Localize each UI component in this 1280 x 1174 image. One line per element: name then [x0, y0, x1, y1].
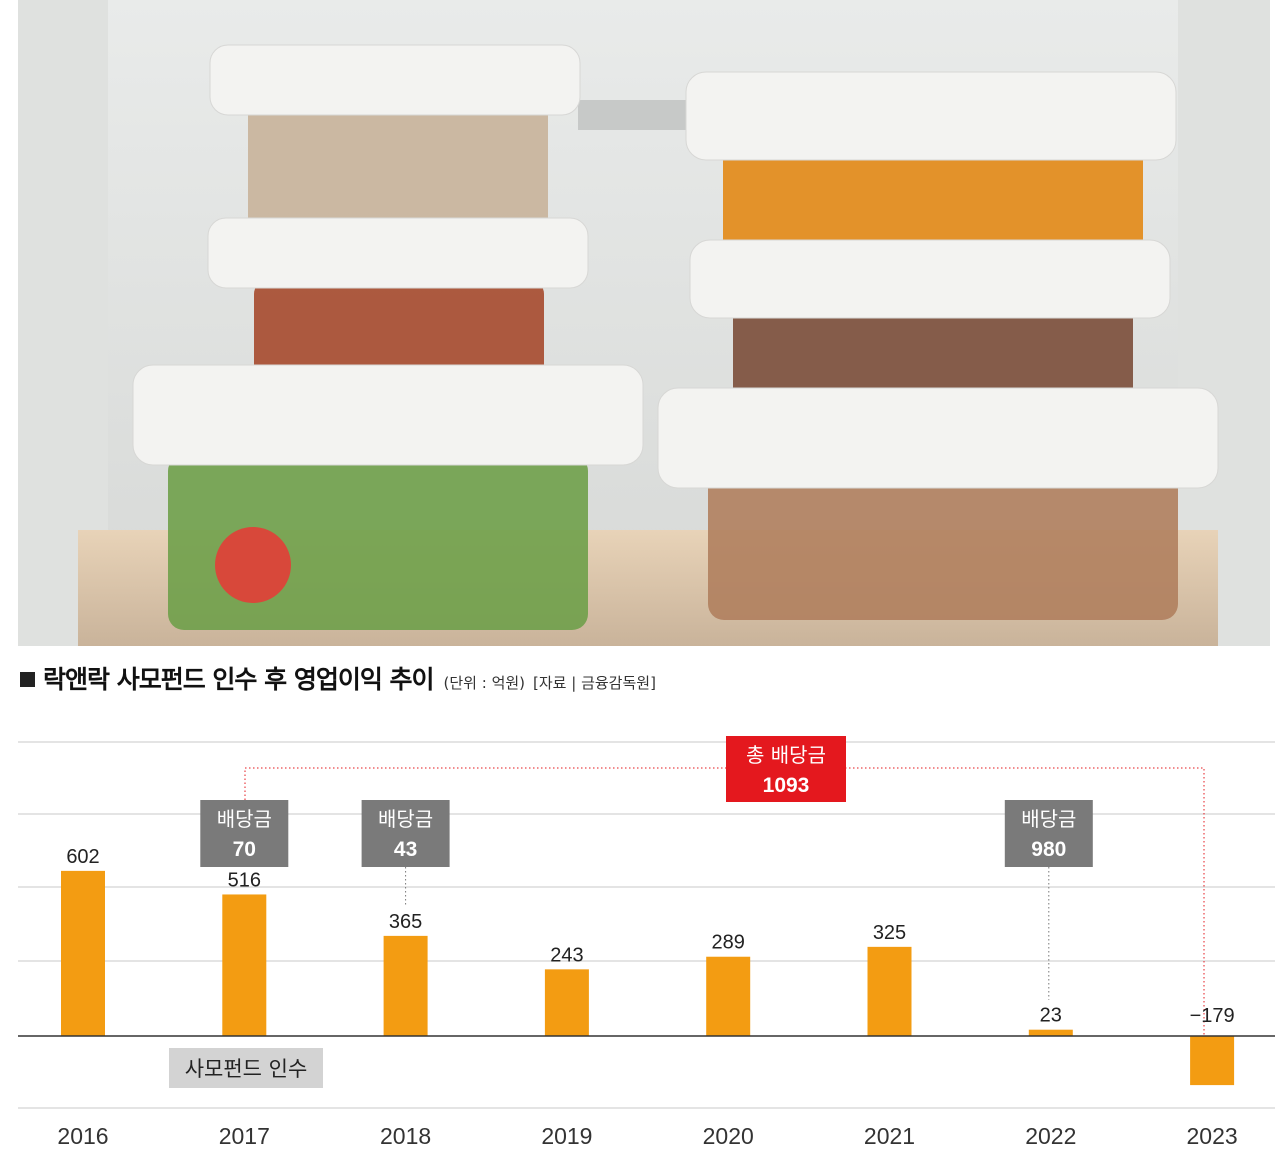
acquisition-box: [169, 1048, 323, 1088]
dividend-box-2017: [200, 800, 289, 867]
food-containers-photo: [18, 0, 1270, 646]
total-dividend-label: 총 배당금: [746, 743, 826, 767]
x-tick-2023: 2023: [1187, 1123, 1238, 1149]
total-dividend-value: 1093: [763, 774, 810, 797]
value-label-2017: 516: [228, 869, 261, 891]
dividend-label-2018: 배당금: [378, 807, 433, 831]
dividend-value-2022: 980: [1031, 838, 1066, 861]
source-label: [자료 | 금융감독원]: [533, 674, 656, 692]
total-dividend-box: [726, 736, 846, 802]
bullet-square-icon: [20, 672, 35, 687]
value-label-2021: 325: [873, 922, 906, 944]
chart-title: 락앤락 사모펀드 인수 후 영업이익 추이: [43, 665, 435, 694]
value-label-2018: 365: [389, 911, 422, 933]
bar-2022: [1028, 1029, 1073, 1036]
total-dividend-bracket: [244, 767, 1205, 1038]
bar-2019: [544, 969, 589, 1036]
value-label-2016: 602: [66, 846, 99, 868]
unit-label: (단위 : 억원): [443, 674, 526, 692]
dividend-box-2018: [361, 800, 450, 867]
value-label-2019: 243: [550, 944, 583, 966]
bar-2023: [1190, 1036, 1235, 1086]
x-tick-2017: 2017: [219, 1123, 270, 1149]
x-tick-2018: 2018: [380, 1123, 431, 1149]
bar-2021: [867, 946, 912, 1036]
dividend-value-2018: 43: [394, 838, 417, 861]
x-tick-2019: 2019: [541, 1123, 592, 1149]
value-label-2020: 289: [712, 932, 745, 954]
acquisition-label: 사모펀드 인수: [185, 1057, 308, 1081]
value-label-2023: −179: [1190, 1005, 1235, 1027]
bar-2016: [61, 870, 105, 1036]
bar-2017: [222, 894, 267, 1036]
operating-profit-chart: 602 2016 516 2017 365 2018 243 2019 289 2020 325 20…: [18, 736, 1275, 1149]
x-tick-2022: 2022: [1025, 1123, 1076, 1149]
dividend-label-2022: 배당금: [1021, 807, 1076, 831]
value-label-2022: 23: [1040, 1005, 1062, 1027]
dividend-box-2022: [1004, 800, 1093, 867]
bar-2020: [706, 956, 751, 1036]
chart-header: 락앤락 사모펀드 인수 후 영업이익 추이 (단위 : 억원) [자료 | 금융…: [20, 660, 1270, 700]
x-tick-2021: 2021: [864, 1123, 915, 1149]
x-tick-2020: 2020: [703, 1123, 754, 1149]
dividend-value-2017: 70: [233, 838, 256, 861]
dividend-label-2017: 배당금: [217, 807, 272, 831]
bar-2018: [383, 935, 428, 1036]
x-tick-2016: 2016: [57, 1123, 108, 1149]
